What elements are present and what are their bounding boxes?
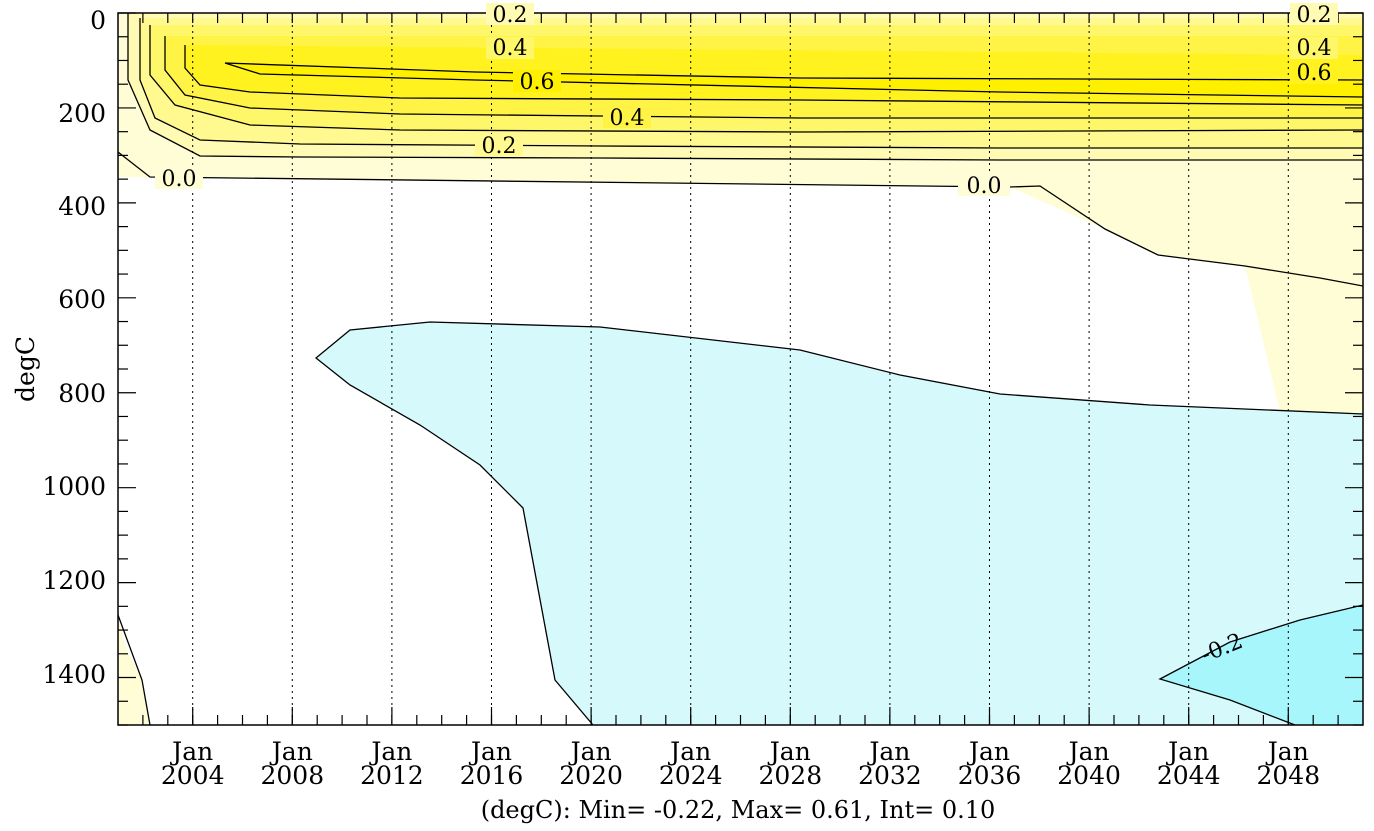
x-tick-year-2036: 2036 <box>958 761 1022 790</box>
x-tick-labels: Jan2004Jan2008Jan2012Jan2016Jan2020Jan20… <box>161 737 1320 790</box>
band-below-neg-0.2 <box>1160 605 1363 725</box>
y-tick-label-1000: 1000 <box>42 472 106 501</box>
contour-line-0.1 <box>127 13 1363 161</box>
x-tick-year-2032: 2032 <box>858 761 922 790</box>
vertical-grid <box>192 13 1289 725</box>
contour-line-0.0-top <box>118 151 1363 287</box>
y-tick-labels: 0 200 400 600 800 1000 1200 1400 <box>42 6 106 689</box>
x-tick-year-2020: 2020 <box>559 761 623 790</box>
band-0.0-to-0.1-bottom <box>118 615 150 725</box>
contour-label-0.2-a: 0.2 <box>493 3 528 28</box>
band-neg-0.2-to-neg-0.1 <box>316 322 1363 725</box>
x-tick-year-2008: 2008 <box>260 761 324 790</box>
x-tick-month-2016: Jan <box>468 737 512 766</box>
x-tick-month-2048: Jan <box>1265 737 1309 766</box>
contour-line-0.4 <box>164 36 1363 119</box>
x-tick-month-2040: Jan <box>1066 737 1110 766</box>
x-tick-year-2004: 2004 <box>161 761 225 790</box>
x-tick-year-2024: 2024 <box>659 761 723 790</box>
contour-label-0.0-b: 0.0 <box>967 174 1002 199</box>
x-tick-month-2020: Jan <box>568 737 612 766</box>
y-tick-label-600: 600 <box>58 285 106 314</box>
x-tick-month-2032: Jan <box>866 737 910 766</box>
x-tick-month-2028: Jan <box>767 737 811 766</box>
contour-label-0.0-a: 0.0 <box>162 167 197 192</box>
y-tick-label-1200: 1200 <box>42 566 106 595</box>
contour-line-neg-0.2 <box>1158 604 1363 725</box>
contour-label-0.2-c: 0.2 <box>1297 3 1332 28</box>
band-above-0.6 <box>225 63 1363 97</box>
x-tick-year-2040: 2040 <box>1057 761 1121 790</box>
y-tick-label-800: 800 <box>58 379 106 408</box>
y-tick-label-400: 400 <box>58 192 106 221</box>
contour-label-0.2-b: 0.2 <box>482 134 517 159</box>
contour-line-0.5 <box>184 45 1363 106</box>
contour-label-0.4-c: 0.4 <box>1297 36 1332 61</box>
contour-line-neg-0.1 <box>314 321 1363 725</box>
y-tick-label-0: 0 <box>90 6 106 35</box>
x-tick-month-2024: Jan <box>667 737 711 766</box>
x-tick-year-2012: 2012 <box>360 761 424 790</box>
x-tick-month-2012: Jan <box>368 737 412 766</box>
contour-lines <box>118 13 1363 725</box>
contour-label-0.4-b: 0.4 <box>610 106 645 131</box>
y-axis-label: degC <box>11 336 40 402</box>
x-tick-month-2004: Jan <box>169 737 213 766</box>
contour-line-0.6 <box>224 62 1363 98</box>
contour-line-0.2 <box>139 18 1363 149</box>
x-tick-year-2016: 2016 <box>460 761 524 790</box>
x-tick-month-2008: Jan <box>269 737 313 766</box>
contour-label-0.6-a: 0.6 <box>520 70 555 95</box>
contour-line-0.0-bottom <box>118 614 151 725</box>
contour-fills <box>118 13 1363 725</box>
x-tick-year-2028: 2028 <box>758 761 822 790</box>
x-tick-year-2048: 2048 <box>1256 761 1320 790</box>
contour-label-0.4-a: 0.4 <box>493 36 528 61</box>
x-tick-year-2044: 2044 <box>1157 761 1221 790</box>
footer-range-text: (degC): Min= -0.22, Max= 0.61, Int= 0.10 <box>481 796 996 824</box>
y-tick-label-200: 200 <box>58 99 106 128</box>
contour-label-0.6-c: 0.6 <box>1297 61 1332 86</box>
y-tick-label-1400: 1400 <box>42 660 106 689</box>
x-tick-month-2036: Jan <box>966 737 1010 766</box>
x-tick-month-2044: Jan <box>1165 737 1209 766</box>
axis-ticks <box>118 12 1363 726</box>
contour-line-0.3 <box>149 25 1363 133</box>
